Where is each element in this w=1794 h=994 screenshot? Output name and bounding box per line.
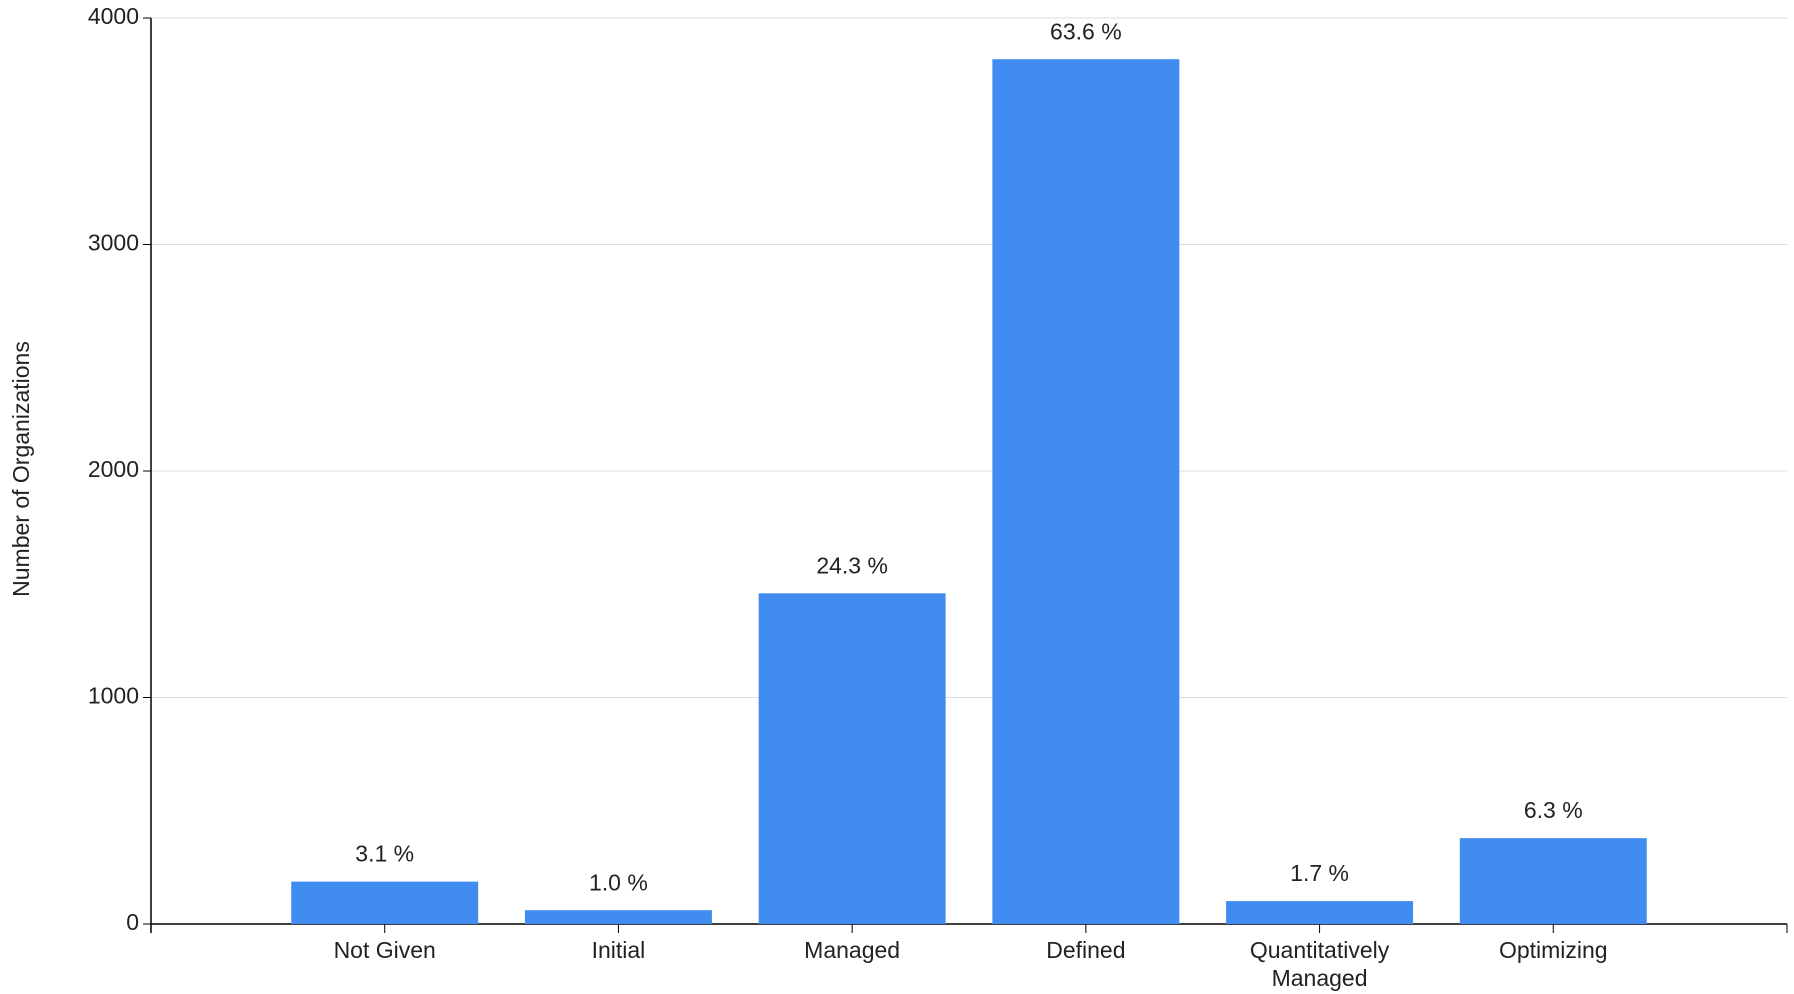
bar-annotation: 6.3 % [1524,797,1583,823]
x-tick-label: Managed [804,937,901,963]
bar-annotation: 1.7 % [1290,860,1349,886]
bar [1226,901,1414,924]
bar [1459,838,1647,924]
bar-annotation: 3.1 % [355,841,414,867]
bar [992,59,1180,924]
y-tick-label: 1000 [88,683,139,709]
bar [524,910,712,924]
bar [758,593,946,924]
x-tick-label: Quantitatively Managed [1249,937,1390,991]
x-tick-label: Optimizing [1498,937,1608,963]
x-tick-label: Not Given [333,937,436,963]
x-tick-label: Initial [591,937,646,963]
y-tick-label: 3000 [88,230,139,256]
x-tick-label: Defined [1046,937,1126,963]
y-tick-label: 2000 [88,456,139,482]
bar-annotation: 24.3 % [816,552,888,578]
bar-annotation: 63.6 % [1050,18,1122,44]
y-axis-label: Number of Organizations [8,341,34,597]
y-tick-label: 0 [126,909,139,935]
bar-annotation: 1.0 % [589,869,648,895]
bar [291,881,479,924]
y-tick-label: 4000 [88,3,139,29]
